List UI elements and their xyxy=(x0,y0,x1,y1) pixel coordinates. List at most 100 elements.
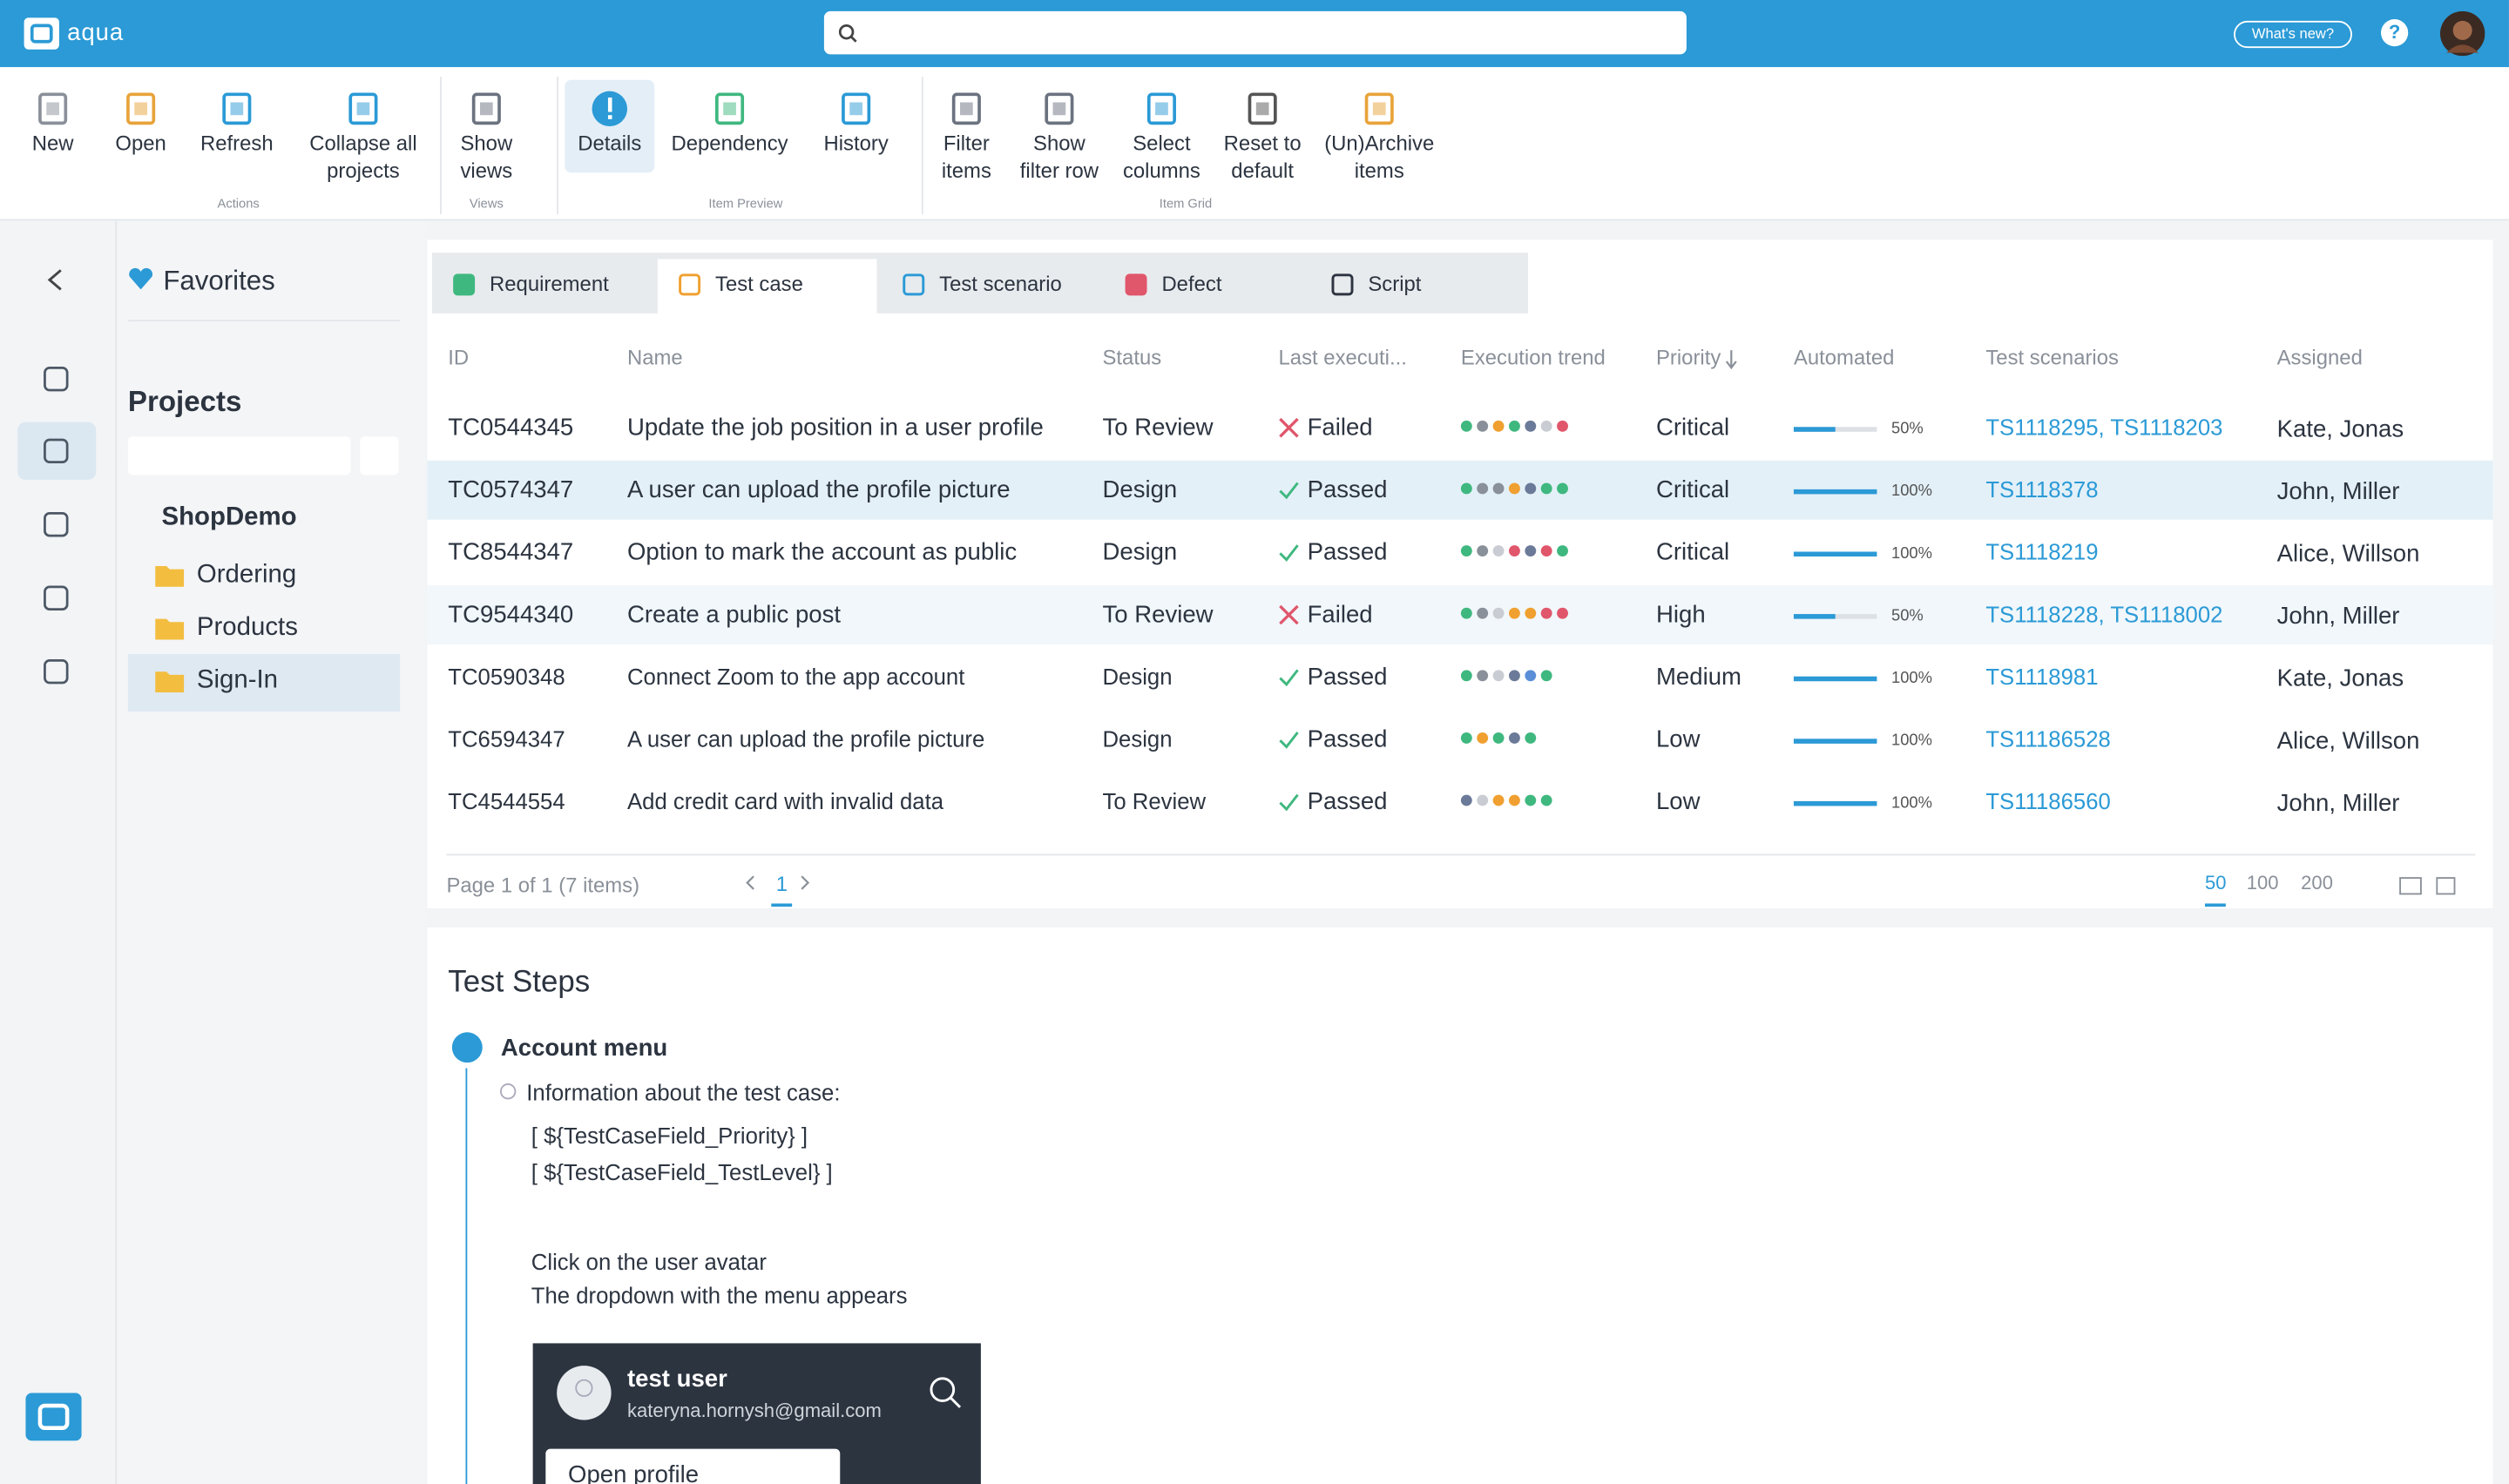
cell-id: TC8544347 xyxy=(448,538,574,567)
column-header[interactable]: Name xyxy=(626,345,683,370)
cell-name[interactable]: Option to mark the account as public xyxy=(626,538,1018,567)
tab[interactable]: Test case xyxy=(715,272,803,296)
steps-title: Test Steps xyxy=(448,966,591,1000)
folder-label[interactable]: Ordering xyxy=(196,561,297,589)
page-size[interactable]: 50 xyxy=(2204,872,2227,907)
toolbar-button[interactable]: Refresh xyxy=(200,131,274,156)
column-header[interactable]: Assigned xyxy=(2276,345,2363,370)
cell-test-scenarios[interactable]: TS1118378 xyxy=(1985,476,2099,503)
trend-dot xyxy=(1460,482,1472,495)
toolbar-button[interactable]: Details xyxy=(578,131,642,156)
tab-strip xyxy=(431,253,1529,314)
folder-label[interactable]: Sign-In xyxy=(196,666,279,694)
cell-name[interactable]: Update the job position in a user profil… xyxy=(626,414,1044,442)
favorites-label[interactable]: Favorites xyxy=(163,265,275,296)
trend-dot xyxy=(1540,482,1552,495)
cell-name[interactable]: Connect Zoom to the app account xyxy=(626,664,965,690)
column-header[interactable]: Execution trend xyxy=(1460,345,1606,370)
cell-assigned: John, Miller xyxy=(2276,603,2400,631)
toolbar-button[interactable]: Show filter row xyxy=(1019,131,1099,183)
tab[interactable]: Script xyxy=(1368,272,1422,296)
toolbar-button[interactable]: Dependency xyxy=(671,131,788,156)
refresh-button[interactable] xyxy=(360,436,399,476)
toolbar-icon xyxy=(471,92,501,125)
tab[interactable]: Defect xyxy=(1161,272,1222,296)
rail-icon xyxy=(44,585,69,610)
toolbar-group-label: Item Grid xyxy=(1159,196,1213,212)
toolbar-button[interactable]: Filter items xyxy=(941,131,991,183)
progress-bar xyxy=(1793,551,1877,556)
tab[interactable]: Test scenario xyxy=(939,272,1062,296)
cell-last-execution: Passed xyxy=(1307,664,1388,691)
folder-label[interactable]: Products xyxy=(196,614,298,642)
page-size[interactable]: 200 xyxy=(2301,871,2333,894)
cell-test-scenarios[interactable]: TS1118981 xyxy=(1985,664,2099,690)
column-header[interactable]: Last executi... xyxy=(1278,345,1407,370)
screenshot-search xyxy=(930,1377,962,1408)
tab[interactable]: Requirement xyxy=(490,272,609,296)
step-action: The dropdown with the menu appears xyxy=(531,1282,908,1309)
step-line xyxy=(465,1068,468,1484)
trend-dot xyxy=(1460,732,1472,744)
trend-dot xyxy=(1509,545,1520,556)
toolbar-button[interactable]: History xyxy=(823,131,889,156)
column-header[interactable]: Status xyxy=(1102,345,1162,370)
toolbar-icon xyxy=(1248,92,1277,125)
toolbar-icon xyxy=(1045,92,1074,125)
toolbar-button[interactable]: Select columns xyxy=(1122,131,1200,183)
cell-id: TC6594347 xyxy=(448,725,565,752)
active-tab-bg xyxy=(657,259,877,314)
trend-dot xyxy=(1492,420,1505,432)
column-header[interactable]: ID xyxy=(448,345,470,370)
cell-name[interactable]: Create a public post xyxy=(626,601,842,629)
cell-name[interactable]: A user can upload the profile picture xyxy=(626,725,985,752)
page-size[interactable]: 100 xyxy=(2246,871,2279,894)
column-header[interactable]: Automated xyxy=(1793,345,1895,370)
result-icon xyxy=(1279,732,1299,749)
cell-test-scenarios[interactable]: TS1118228, TS1118002 xyxy=(1985,601,2223,627)
cell-automated: 100% xyxy=(1890,482,1932,501)
project-name[interactable]: ShopDemo xyxy=(161,503,297,531)
toolbar-button[interactable]: (Un)Archive items xyxy=(1324,131,1435,183)
trend-dot xyxy=(1540,545,1552,556)
search-box[interactable] xyxy=(823,10,1687,55)
cell-test-scenarios[interactable]: TS1118219 xyxy=(1985,538,2099,565)
cell-test-scenarios[interactable]: TS11186560 xyxy=(1985,788,2111,814)
toolbar-button[interactable]: Show views xyxy=(460,131,513,183)
page-number[interactable]: 1 xyxy=(771,872,793,907)
column-header[interactable]: Test scenarios xyxy=(1985,345,2119,370)
column-header[interactable]: Priority xyxy=(1655,345,1721,370)
cell-test-scenarios[interactable]: TS1118295, TS1118203 xyxy=(1985,414,2223,440)
cell-priority: High xyxy=(1655,601,1706,629)
cell-status: Design xyxy=(1102,538,1178,567)
project-search[interactable] xyxy=(127,436,351,476)
trend-dot xyxy=(1492,545,1505,556)
trend-dot xyxy=(1477,794,1489,806)
trend-dot xyxy=(1477,482,1489,495)
trend-dot xyxy=(1477,545,1489,556)
toolbar-button[interactable]: Collapse all projects xyxy=(309,131,417,183)
cell-status: Design xyxy=(1102,664,1173,690)
toolbar-button[interactable]: Reset to default xyxy=(1223,131,1302,183)
tab-icon xyxy=(903,273,925,296)
step-dot xyxy=(451,1032,483,1063)
trend-dot xyxy=(1525,794,1537,806)
step-field: [ ${TestCaseField_TestLevel} ] xyxy=(531,1159,833,1185)
folder-icon xyxy=(155,566,185,587)
whats-new-button[interactable]: What's new? xyxy=(2234,20,2352,49)
cell-name[interactable]: Add credit card with invalid data xyxy=(626,788,944,814)
result-icon xyxy=(1279,544,1299,562)
help-button[interactable]: ? xyxy=(2381,19,2409,47)
progress-bar xyxy=(1793,489,1877,495)
cell-name[interactable]: A user can upload the profile picture xyxy=(626,476,1011,504)
toolbar-button[interactable]: New xyxy=(31,131,74,156)
projects-label: Projects xyxy=(127,385,242,418)
cell-last-execution: Passed xyxy=(1307,788,1388,816)
cell-status: Design xyxy=(1102,725,1173,752)
page-summary: Page 1 of 1 (7 items) xyxy=(446,873,640,898)
toolbar-button[interactable]: Open xyxy=(115,131,166,156)
grid-footer-icons xyxy=(2399,877,2456,895)
logo-icon xyxy=(24,17,59,50)
cell-test-scenarios[interactable]: TS11186528 xyxy=(1985,725,2111,752)
trend-dot xyxy=(1509,670,1520,682)
